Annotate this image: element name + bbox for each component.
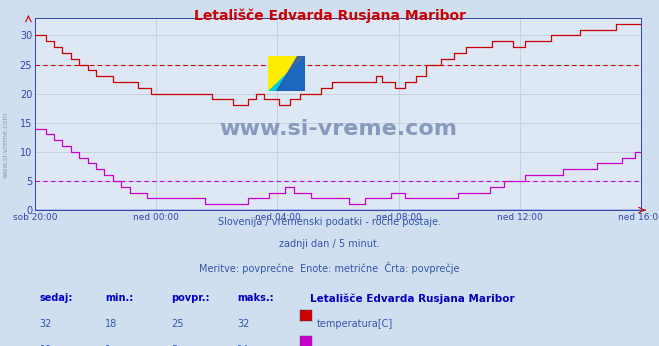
Text: 1: 1 (105, 345, 111, 346)
Text: povpr.:: povpr.: (171, 293, 210, 303)
Text: min.:: min.: (105, 293, 134, 303)
Text: 10: 10 (40, 345, 52, 346)
Text: www.si-vreme.com: www.si-vreme.com (219, 119, 457, 139)
Text: zadnji dan / 5 minut.: zadnji dan / 5 minut. (279, 239, 380, 249)
Text: 32: 32 (40, 319, 52, 329)
Text: sedaj:: sedaj: (40, 293, 73, 303)
Text: Meritve: povprečne  Enote: metrične  Črta: povprečje: Meritve: povprečne Enote: metrične Črta:… (199, 262, 460, 274)
Text: Letališče Edvarda Rusjana Maribor: Letališče Edvarda Rusjana Maribor (194, 9, 465, 23)
Text: hitrost vetra[m/s]: hitrost vetra[m/s] (316, 345, 402, 346)
Text: Letališče Edvarda Rusjana Maribor: Letališče Edvarda Rusjana Maribor (310, 293, 515, 303)
Text: 18: 18 (105, 319, 118, 329)
Polygon shape (268, 56, 304, 91)
Polygon shape (275, 56, 304, 91)
Text: temperatura[C]: temperatura[C] (316, 319, 393, 329)
Text: Slovenija / vremenski podatki - ročne postaje.: Slovenija / vremenski podatki - ročne po… (218, 217, 441, 227)
Text: www.si-vreme.com: www.si-vreme.com (2, 112, 9, 179)
Text: 14: 14 (237, 345, 250, 346)
Text: 32: 32 (237, 319, 250, 329)
Text: 25: 25 (171, 319, 184, 329)
Text: maks.:: maks.: (237, 293, 274, 303)
Text: 5: 5 (171, 345, 177, 346)
Polygon shape (268, 56, 304, 91)
